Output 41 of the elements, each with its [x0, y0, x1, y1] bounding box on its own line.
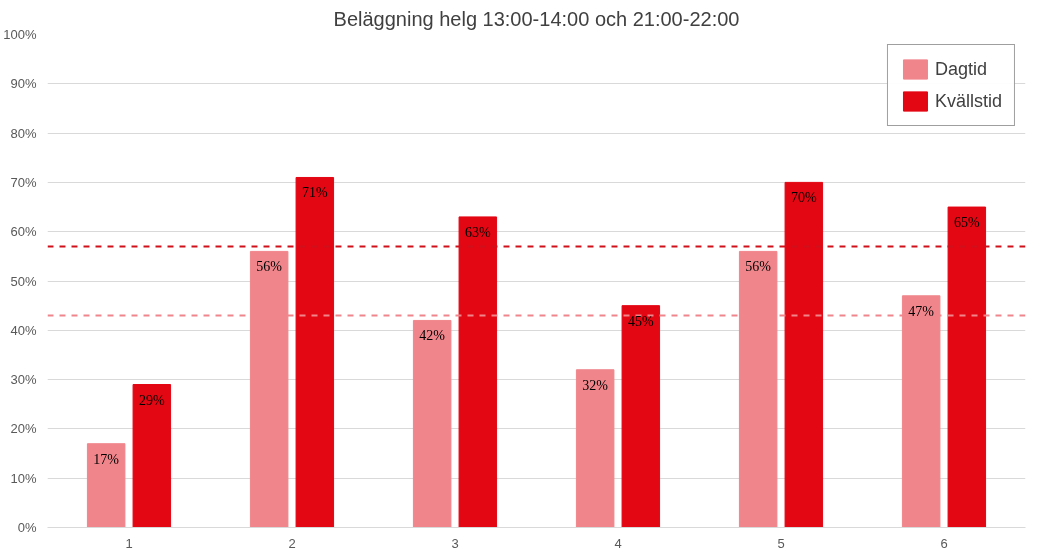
bar: [132, 384, 172, 528]
data-label: 45%: [627, 313, 654, 329]
y-tick-label: 0%: [17, 520, 37, 535]
bar: [458, 216, 498, 528]
chart-title: Beläggning helg 13:00-14:00 och 21:00-22:00: [333, 7, 740, 30]
y-tick-label: 80%: [10, 125, 37, 141]
data-label: 71%: [301, 185, 328, 201]
data-label: 32%: [582, 377, 609, 393]
bar: [295, 176, 335, 528]
data-label: 56%: [256, 259, 283, 275]
x-tick-label: 5: [777, 535, 785, 551]
bar: [947, 206, 987, 528]
x-tick-label: 4: [614, 535, 622, 551]
bar: [575, 369, 615, 528]
legend-label: Dagtid: [934, 58, 987, 80]
data-label: 29%: [138, 392, 165, 408]
data-label: 17%: [93, 451, 120, 467]
data-label: 56%: [745, 259, 772, 275]
bar: [412, 319, 452, 528]
x-tick-label: 6: [940, 535, 948, 551]
bar: [784, 181, 824, 528]
data-label: 63%: [464, 224, 491, 240]
x-tick-label: 3: [451, 535, 459, 551]
y-tick-label: 70%: [10, 174, 37, 190]
y-tick-label: 60%: [10, 224, 37, 240]
data-label: 47%: [908, 303, 935, 319]
y-tick-label: 30%: [10, 372, 37, 388]
y-tick-label: 20%: [10, 421, 37, 437]
y-tick-label: 10%: [10, 470, 37, 486]
data-label: 42%: [419, 328, 446, 344]
y-tick-label: 40%: [10, 322, 37, 338]
y-tick-label: 100%: [3, 27, 37, 42]
bar: [621, 305, 661, 528]
data-label: 65%: [953, 215, 980, 231]
data-label: 70%: [790, 190, 817, 206]
x-tick-label: 1: [125, 535, 133, 551]
y-tick-label: 50%: [10, 273, 37, 289]
bar: [86, 443, 126, 528]
legend-label: Kvällstid: [934, 90, 1002, 112]
x-tick-label: 2: [288, 535, 296, 551]
y-tick-label: 90%: [10, 76, 37, 92]
